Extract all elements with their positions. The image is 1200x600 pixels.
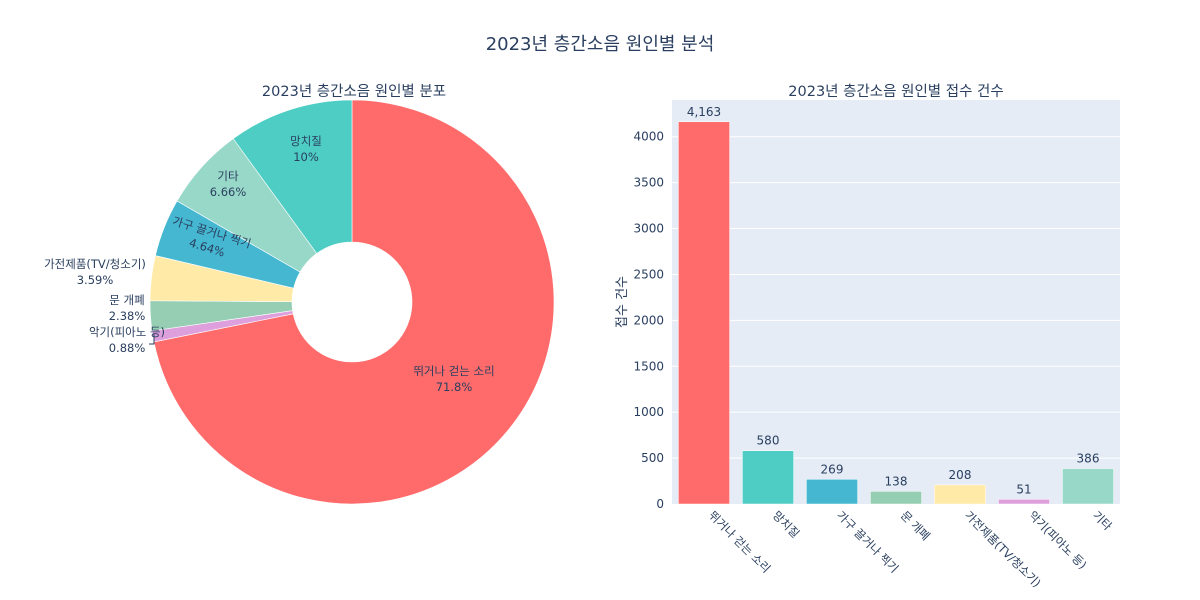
bar (1062, 468, 1114, 505)
pie-slice-percent: 2.38% (109, 309, 146, 323)
bar-y-axis-label: 접수 건수 (615, 276, 630, 328)
pie-slice-label: 문 개폐 2.38% (109, 293, 146, 323)
pie-chart-title: 2023년 층간소음 원인별 분포 (261, 84, 447, 100)
bar-value-label: 4,163 (687, 105, 721, 119)
pie-slice-percent: 10% (293, 150, 319, 164)
bar-y-tick-label: 3000 (633, 222, 664, 236)
bar (806, 479, 858, 505)
pie-slice-label: 망치질 10% (290, 134, 322, 164)
pie-slice-name: 문 개폐 (109, 293, 144, 307)
pie-slice-percent: 71.8% (436, 380, 473, 394)
bar (998, 499, 1050, 505)
pie-slice-name: 망치질 (290, 134, 322, 148)
bar-x-tick-label: 악기(피아노 등) (1026, 508, 1090, 572)
bar-value-label: 386 (1077, 452, 1100, 466)
bar-y-tick-label: 1000 (633, 405, 664, 419)
bar-value-label: 269 (821, 462, 844, 476)
bar (678, 121, 730, 505)
bar (742, 450, 794, 505)
pie-slice-percent: 0.88% (109, 341, 146, 355)
pie-slice-name: 기타 (217, 169, 239, 183)
bar-y-tick-label: 2000 (633, 313, 664, 327)
bar-y-tick-label: 1500 (633, 359, 664, 373)
pie-slice-percent: 6.66% (210, 185, 247, 199)
pie-slice-label: 뛰거나 걷는 소리 71.8% (413, 364, 494, 394)
bar-y-tick-label: 2500 (633, 267, 664, 281)
bar-value-label: 580 (757, 434, 780, 448)
bar-chart-title: 2023년 층간소음 원인별 접수 건수 (788, 84, 1004, 100)
bar (934, 484, 986, 505)
bar-x-tick-label: 뛰거나 걷는 소리 (706, 508, 773, 575)
bar-y-tick-label: 500 (641, 451, 664, 465)
bar (870, 491, 922, 505)
bar-value-label: 51 (1016, 482, 1031, 496)
bar-value-label: 208 (949, 468, 972, 482)
bar-plot-background (672, 100, 1120, 504)
pie-slice-name: 뛰거나 걷는 소리 (413, 364, 494, 378)
figure-title: 2023년 층간소음 원인별 분석 (485, 34, 715, 55)
bar-y-tick-label: 3500 (633, 176, 664, 190)
pie-slice-name: 가전제품(TV/청소기) (44, 257, 146, 271)
bar-x-tick-label: 기타 (1090, 508, 1115, 533)
pie-slice (232, 99, 353, 254)
bar-value-label: 138 (885, 474, 908, 488)
pie-slice-label: 악기(피아노 등) 0.88% (89, 325, 165, 355)
bar-y-tick-label: 0 (656, 497, 664, 511)
pie-slice-label: 가전제품(TV/청소기) 3.59% (44, 257, 146, 287)
pie-label-leader-line (149, 334, 155, 345)
pie-slice-name: 악기(피아노 등) (89, 325, 165, 339)
bar-x-tick-label: 가구 끌거나 찍기 (834, 508, 901, 575)
pie-slice (153, 99, 555, 505)
bar-y-tick-label: 4000 (633, 130, 664, 144)
bar-x-tick-label: 망치질 (770, 508, 802, 540)
pie-slice-label: 기타 6.66% (210, 169, 247, 199)
bar-x-tick-label: 문 개폐 (898, 508, 933, 543)
pie-slice-percent: 3.59% (77, 273, 114, 287)
